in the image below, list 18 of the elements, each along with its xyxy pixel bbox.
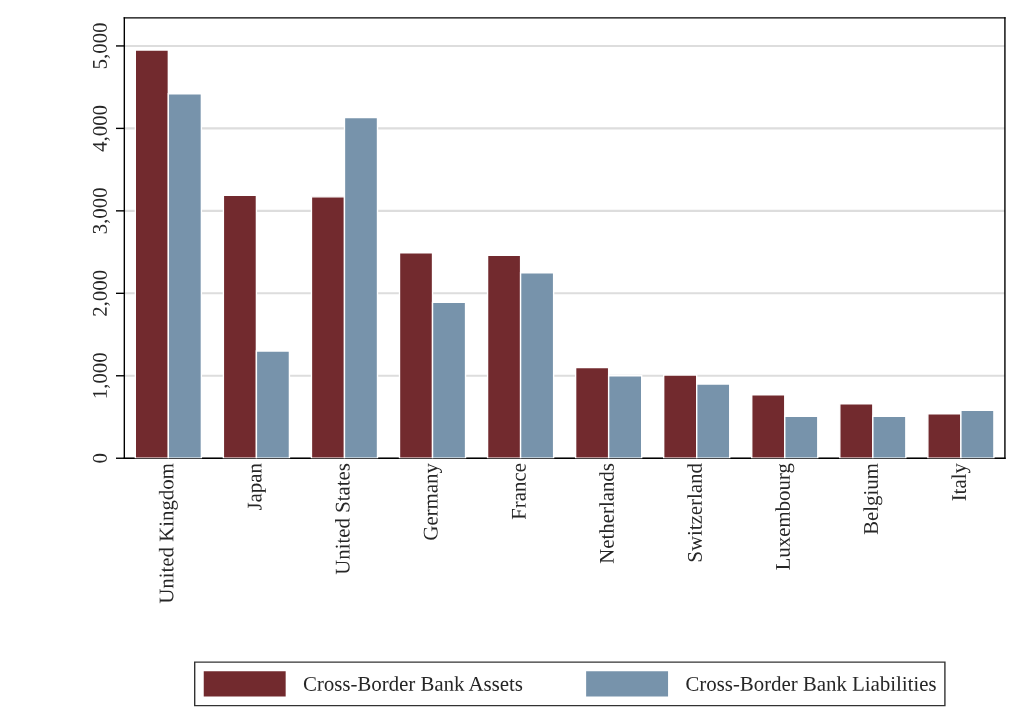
x-tick-label: France	[511, 463, 526, 520]
y-tick-label: 4,000	[92, 105, 110, 152]
y-tick-label: 1,000	[92, 353, 110, 398]
legend-label: Cross-Border Bank Liabilities	[686, 676, 936, 691]
x-tick-label: Japan	[247, 463, 266, 511]
x-tick-label: Switzerland	[687, 463, 702, 562]
y-tick-label: 2,000	[92, 270, 110, 316]
x-tick-label: Italy	[951, 463, 971, 501]
x-tick-label: Netherlands	[599, 463, 614, 564]
legend-label: Cross-Border Bank Assets	[303, 676, 523, 691]
y-tick-label: 5,000	[92, 23, 110, 69]
x-tick-label: Belgium	[863, 463, 883, 535]
x-tick-label: United Kingdom	[158, 463, 178, 604]
x-tick-label: Germany	[423, 463, 442, 540]
y-tick-label: 3,000	[92, 188, 110, 234]
x-tick-label: United States	[335, 463, 350, 575]
x-tick-label: Luxembourg	[775, 463, 795, 570]
y-tick-label: 0	[92, 453, 107, 463]
